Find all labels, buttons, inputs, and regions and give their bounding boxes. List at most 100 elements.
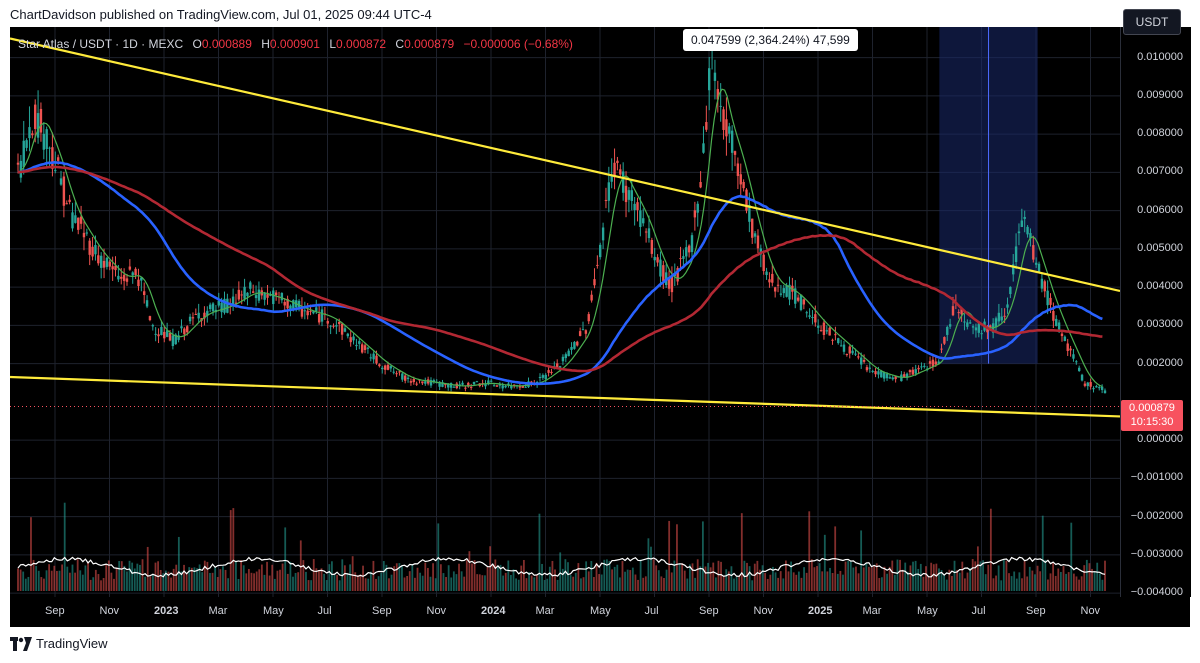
candle-body [874,371,877,375]
candle-body [816,325,820,328]
candle-body [845,353,849,355]
volume-bar [919,563,922,591]
volume-bar [1101,579,1104,591]
volume-bar [240,560,243,591]
volume-bar [852,567,855,591]
time-tick-label: Nov [99,605,120,617]
volume-bar [209,572,211,591]
volume-bar [284,527,287,591]
volume-bar [657,570,660,591]
volume-bar [481,575,484,591]
candle-body [633,203,636,211]
volume-bar [476,574,479,591]
candle-body [842,344,846,352]
symbol-name[interactable]: Star Atlas / USDT · 1D · MEXC [18,37,184,51]
volume-bar [250,572,253,591]
candle-body [257,289,261,301]
candle-body [349,337,352,343]
volume-bar [1021,578,1023,591]
candle-body [469,386,473,388]
volume-bar [164,570,167,591]
candle-body [504,385,507,388]
candle-body [1057,322,1061,330]
candle-body [584,330,588,334]
volume-bar [426,567,429,591]
volume-bar [512,569,515,591]
volume-bar [932,564,935,591]
candle-body [343,328,347,332]
candle-body [776,284,780,286]
candle-body [266,294,269,298]
candle-body [808,315,811,317]
volume-bar [193,567,196,591]
volume-bar [533,577,536,591]
price-tick-label: −0.002000 [1130,509,1183,522]
volume-bar [704,566,707,591]
volume-bar [1018,572,1021,591]
candle-body [183,328,186,335]
volume-bar [764,572,767,591]
volume-bar [40,577,43,591]
volume-bar [964,578,966,591]
volume-bar [1091,568,1093,591]
candle-body [851,350,854,354]
candle-body [805,312,808,314]
volume-bar [24,578,27,591]
volume-bar [478,574,481,591]
volume-bar [247,568,250,591]
volume-bar [172,568,175,591]
volume-bar [305,571,307,591]
volume-bar [678,563,681,591]
volume-bar [343,565,346,591]
volume-bar [421,575,424,591]
volume-bar [522,559,525,591]
volume-bar [58,570,61,591]
currency-button[interactable]: USDT [1123,9,1181,35]
volume-bar [139,564,141,591]
price-chart[interactable] [10,27,1120,597]
time-axis[interactable]: Sep Nov 2023 Mar May Jul Sep Nov 2024 Mar May Jul Se… [10,597,1190,627]
price-axis[interactable]: 0.010000 0.009000 0.008000 0.007000 0.006000… [1120,27,1191,598]
candle-body [444,384,447,386]
candle-body [934,361,937,365]
candle-body [157,334,160,337]
volume-bar [442,573,445,591]
volume-bar [463,576,466,591]
volume-bar [1080,576,1083,591]
candle-body [725,119,728,137]
candle-body [68,199,71,202]
candle-body [1020,220,1024,227]
candle-body [989,325,992,328]
volume-bar [855,566,857,591]
volume-bar [891,560,894,591]
volume-bar [515,578,518,591]
volume-bar [1098,573,1101,591]
candle-body [421,381,424,384]
volume-bar [408,571,411,591]
volume-bar [307,580,310,591]
chart-pane[interactable]: Star Atlas / USDT · 1D · MEXC O0.000889 … [10,27,1120,597]
volume-bar [797,571,800,591]
footer-brand: TradingView [10,636,108,651]
candle-body [670,276,674,293]
volume-bar [730,566,733,591]
candle-body [326,321,329,324]
volume-bar [1049,573,1052,591]
volume-bar [673,560,676,591]
volume-bar [1036,565,1039,591]
candle-body [1055,318,1058,326]
volume-bar [486,567,489,591]
candle-body [607,182,611,201]
volume-bar [595,562,598,591]
candle-body [676,268,679,282]
volume-bar [416,567,419,591]
volume-bar [325,580,328,591]
volume-bar [1026,576,1029,591]
candle-body [974,327,978,331]
candle-body [25,140,28,148]
volume-bar [17,568,19,591]
candle-body [796,297,800,301]
candle-body [888,377,892,379]
volume-bar [224,569,227,591]
candle-body [452,386,456,388]
